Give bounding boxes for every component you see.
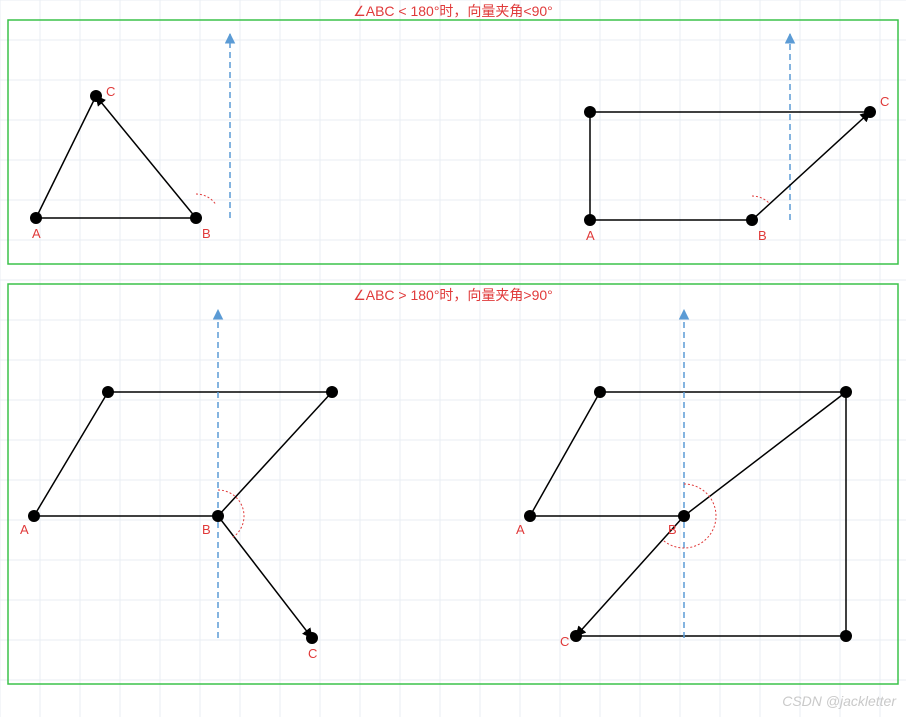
- label-a: A: [20, 522, 29, 537]
- segment: [218, 392, 332, 516]
- segment: [34, 392, 108, 516]
- label-c: C: [880, 94, 889, 109]
- label-b: B: [668, 522, 677, 537]
- figure-fig3: A B C: [20, 310, 338, 661]
- label-b: B: [758, 228, 767, 243]
- node-b: [746, 214, 758, 226]
- figure-fig2: A B C: [584, 34, 889, 243]
- node-a: [30, 212, 42, 224]
- node-a: [524, 510, 536, 522]
- angle-arc: [196, 194, 216, 204]
- node-br: [840, 630, 852, 642]
- node-b: [212, 510, 224, 522]
- node-d: [584, 106, 596, 118]
- label-b: B: [202, 522, 211, 537]
- label-a: A: [586, 228, 595, 243]
- node-tr: [840, 386, 852, 398]
- node-a: [584, 214, 596, 226]
- node-tr: [326, 386, 338, 398]
- node-tl: [594, 386, 606, 398]
- node-a: [28, 510, 40, 522]
- node-b: [190, 212, 202, 224]
- label-a: A: [32, 226, 41, 241]
- label-c: C: [308, 646, 317, 661]
- segment: [684, 392, 846, 516]
- panel-bottom: [8, 284, 898, 684]
- label-c: C: [106, 84, 115, 99]
- node-c: [306, 632, 318, 644]
- segment: [530, 392, 600, 516]
- title-top: ∠ABC < 180°时，向量夹角<90°: [353, 3, 553, 19]
- label-b: B: [202, 226, 211, 241]
- segment: [218, 516, 312, 638]
- watermark: CSDN @jackletter: [782, 693, 897, 709]
- node-c: [90, 90, 102, 102]
- node-c: [864, 106, 876, 118]
- label-c: C: [560, 634, 569, 649]
- label-a: A: [516, 522, 525, 537]
- title-bottom: ∠ABC > 180°时，向量夹角>90°: [353, 287, 553, 303]
- node-b: [678, 510, 690, 522]
- node-tl: [102, 386, 114, 398]
- node-c: [570, 630, 582, 642]
- segment: [752, 112, 870, 220]
- grid-background: [0, 0, 906, 717]
